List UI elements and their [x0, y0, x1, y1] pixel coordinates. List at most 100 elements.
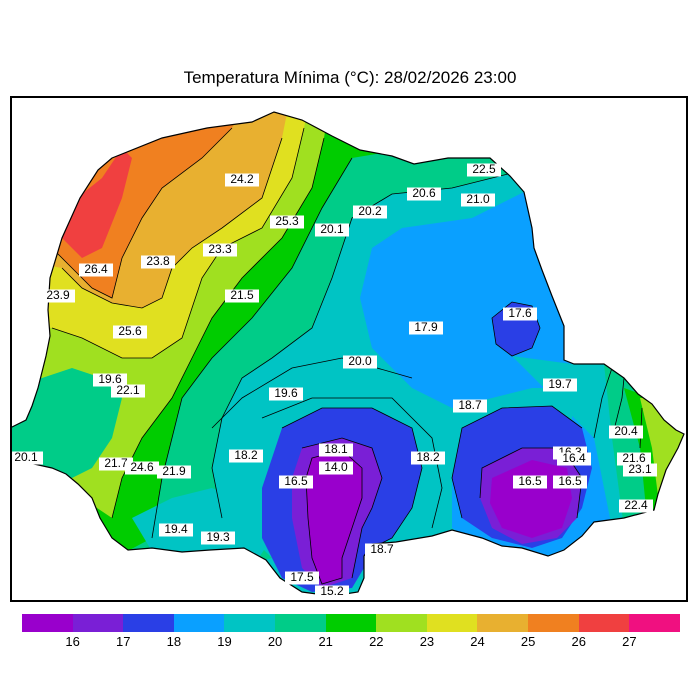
contour-label-box — [619, 499, 653, 513]
isoline-17 — [281, 407, 423, 549]
contour-label-box — [93, 373, 127, 387]
colorbar-swatch — [123, 614, 174, 632]
colorbar-ticks: 16 17 18 19 20 21 22 23 24 25 26 27 — [22, 634, 680, 654]
colorbar-tick-label: 23 — [419, 634, 435, 649]
contour-label: 18.7 — [453, 398, 487, 413]
colorbar-swatch — [528, 614, 579, 632]
contour-label-box — [269, 387, 303, 401]
contour-label-box — [609, 425, 643, 439]
contour-label: 17.6 — [503, 306, 537, 321]
contour-label-box — [315, 223, 349, 237]
isoline-17-southeast — [451, 405, 583, 519]
contour-label-box — [467, 163, 501, 177]
contour-label: 23.9 — [41, 288, 75, 303]
contour-label: 25.6 — [113, 324, 147, 339]
region-15-16-central — [306, 450, 362, 584]
isoline-19-east — [593, 367, 613, 439]
contour-label: 18.2 — [411, 450, 445, 465]
contour-label-box — [113, 325, 147, 339]
contour-label-box — [623, 463, 657, 477]
contour-label-text: 19.6 — [98, 372, 122, 386]
contour-label: 23.8 — [141, 254, 175, 269]
contour-label: 20.2 — [353, 204, 387, 219]
contour-label: 21.6 — [617, 451, 651, 466]
contour-label-text: 19.6 — [274, 386, 298, 400]
contour-label: 20.4 — [609, 424, 643, 439]
contour-label-box — [201, 531, 235, 545]
contour-label: 21.5 — [225, 288, 259, 303]
contour-label: 19.6 — [93, 372, 127, 387]
colorbar-swatch — [173, 614, 225, 632]
colorbar-tick-label: 18 — [166, 634, 182, 649]
contour-label-box — [553, 475, 587, 489]
contour-label: 22.5 — [467, 162, 501, 177]
contour-label-box — [319, 461, 353, 475]
colorbar-swatch — [22, 614, 73, 632]
map-frame: 22.5 24.2 20.6 21.0 20.2 25.3 20.1 23.3 26.4 23.8… — [10, 96, 688, 602]
contour-label-text: 18.2 — [416, 450, 440, 464]
contour-label-box — [543, 378, 577, 392]
contour-label: 19.4 — [159, 522, 193, 537]
temperature-map: 22.5 24.2 20.6 21.0 20.2 25.3 20.1 23.3 26.4 23.8… — [12, 111, 685, 599]
region-26-27 — [52, 148, 132, 258]
contour-label-text: 25.3 — [275, 214, 299, 228]
contour-label-text: 20.0 — [348, 354, 372, 368]
contour-label: 16.5 — [553, 474, 587, 489]
contour-label: 21.0 — [461, 192, 495, 207]
contour-label-text: 20.6 — [412, 186, 436, 200]
contour-label: 19.7 — [543, 377, 577, 392]
contour-label: 23.1 — [623, 462, 657, 477]
contour-label-text: 18.7 — [458, 398, 482, 412]
isoline-17-northeast — [491, 301, 541, 357]
contour-label-text: 17.5 — [290, 570, 314, 584]
isoline-21 — [151, 157, 353, 539]
contour-label-text: 20.1 — [320, 222, 344, 236]
contour-label-text: 20.4 — [614, 424, 638, 438]
contour-label: 16.4 — [557, 451, 591, 466]
contour-label-text: 14.0 — [324, 460, 348, 474]
contour-label-text: 16.4 — [562, 451, 586, 465]
contour-label-box — [365, 543, 399, 557]
contour-label-box — [270, 215, 304, 229]
contour-label: 18.7 — [365, 542, 399, 557]
contour-label-box — [225, 173, 259, 187]
contour-label-text: 21.6 — [622, 451, 646, 465]
contour-label-text: 17.6 — [508, 306, 532, 320]
contour-label-text: 21.5 — [230, 288, 254, 302]
contour-label: 18.1 — [319, 442, 353, 457]
contour-label-box — [513, 475, 547, 489]
contour-label-text: 24.2 — [230, 172, 254, 186]
contour-label-text: 17.9 — [414, 320, 438, 334]
contour-label: 25.3 — [270, 214, 304, 229]
contour-label-text: 23.1 — [628, 462, 652, 476]
contour-label-text: 22.4 — [624, 498, 648, 512]
colorbar-swatch — [376, 614, 427, 632]
colorbar-tick-label: 17 — [115, 634, 131, 649]
contour-label: 19.3 — [201, 530, 235, 545]
contour-label-text: 19.7 — [548, 377, 572, 391]
isoline-16 — [301, 437, 383, 579]
isoline-23 — [51, 127, 305, 359]
contour-label-box — [111, 384, 145, 398]
contour-label-box — [411, 451, 445, 465]
temperature-field — [12, 112, 684, 596]
colorbar-tick-label: 24 — [470, 634, 485, 649]
contour-label-box — [12, 451, 43, 465]
colorbar-swatch — [426, 614, 478, 632]
colorbar-tick-label: 19 — [217, 634, 232, 649]
isoline-24 — [61, 137, 283, 309]
contour-label: 14.0 — [319, 460, 353, 475]
colorbar-swatch — [629, 614, 680, 632]
contour-label-text: 18.2 — [234, 448, 258, 462]
colorbar — [22, 614, 680, 632]
colorbar-swatch — [72, 614, 124, 632]
contour-label-text: 23.9 — [46, 288, 70, 302]
colorbar-tick-label: 16 — [65, 634, 80, 649]
contour-label: 20.0 — [343, 354, 377, 369]
contour-label: 24.6 — [125, 460, 159, 475]
contour-label-text: 21.0 — [466, 192, 490, 206]
contour-labels: 22.5 24.2 20.6 21.0 20.2 25.3 20.1 23.3 26.4 23.8… — [12, 162, 657, 599]
colorbar-swatch — [275, 614, 326, 632]
contour-label-text: 19.4 — [164, 522, 188, 536]
contour-label-box — [409, 321, 443, 335]
